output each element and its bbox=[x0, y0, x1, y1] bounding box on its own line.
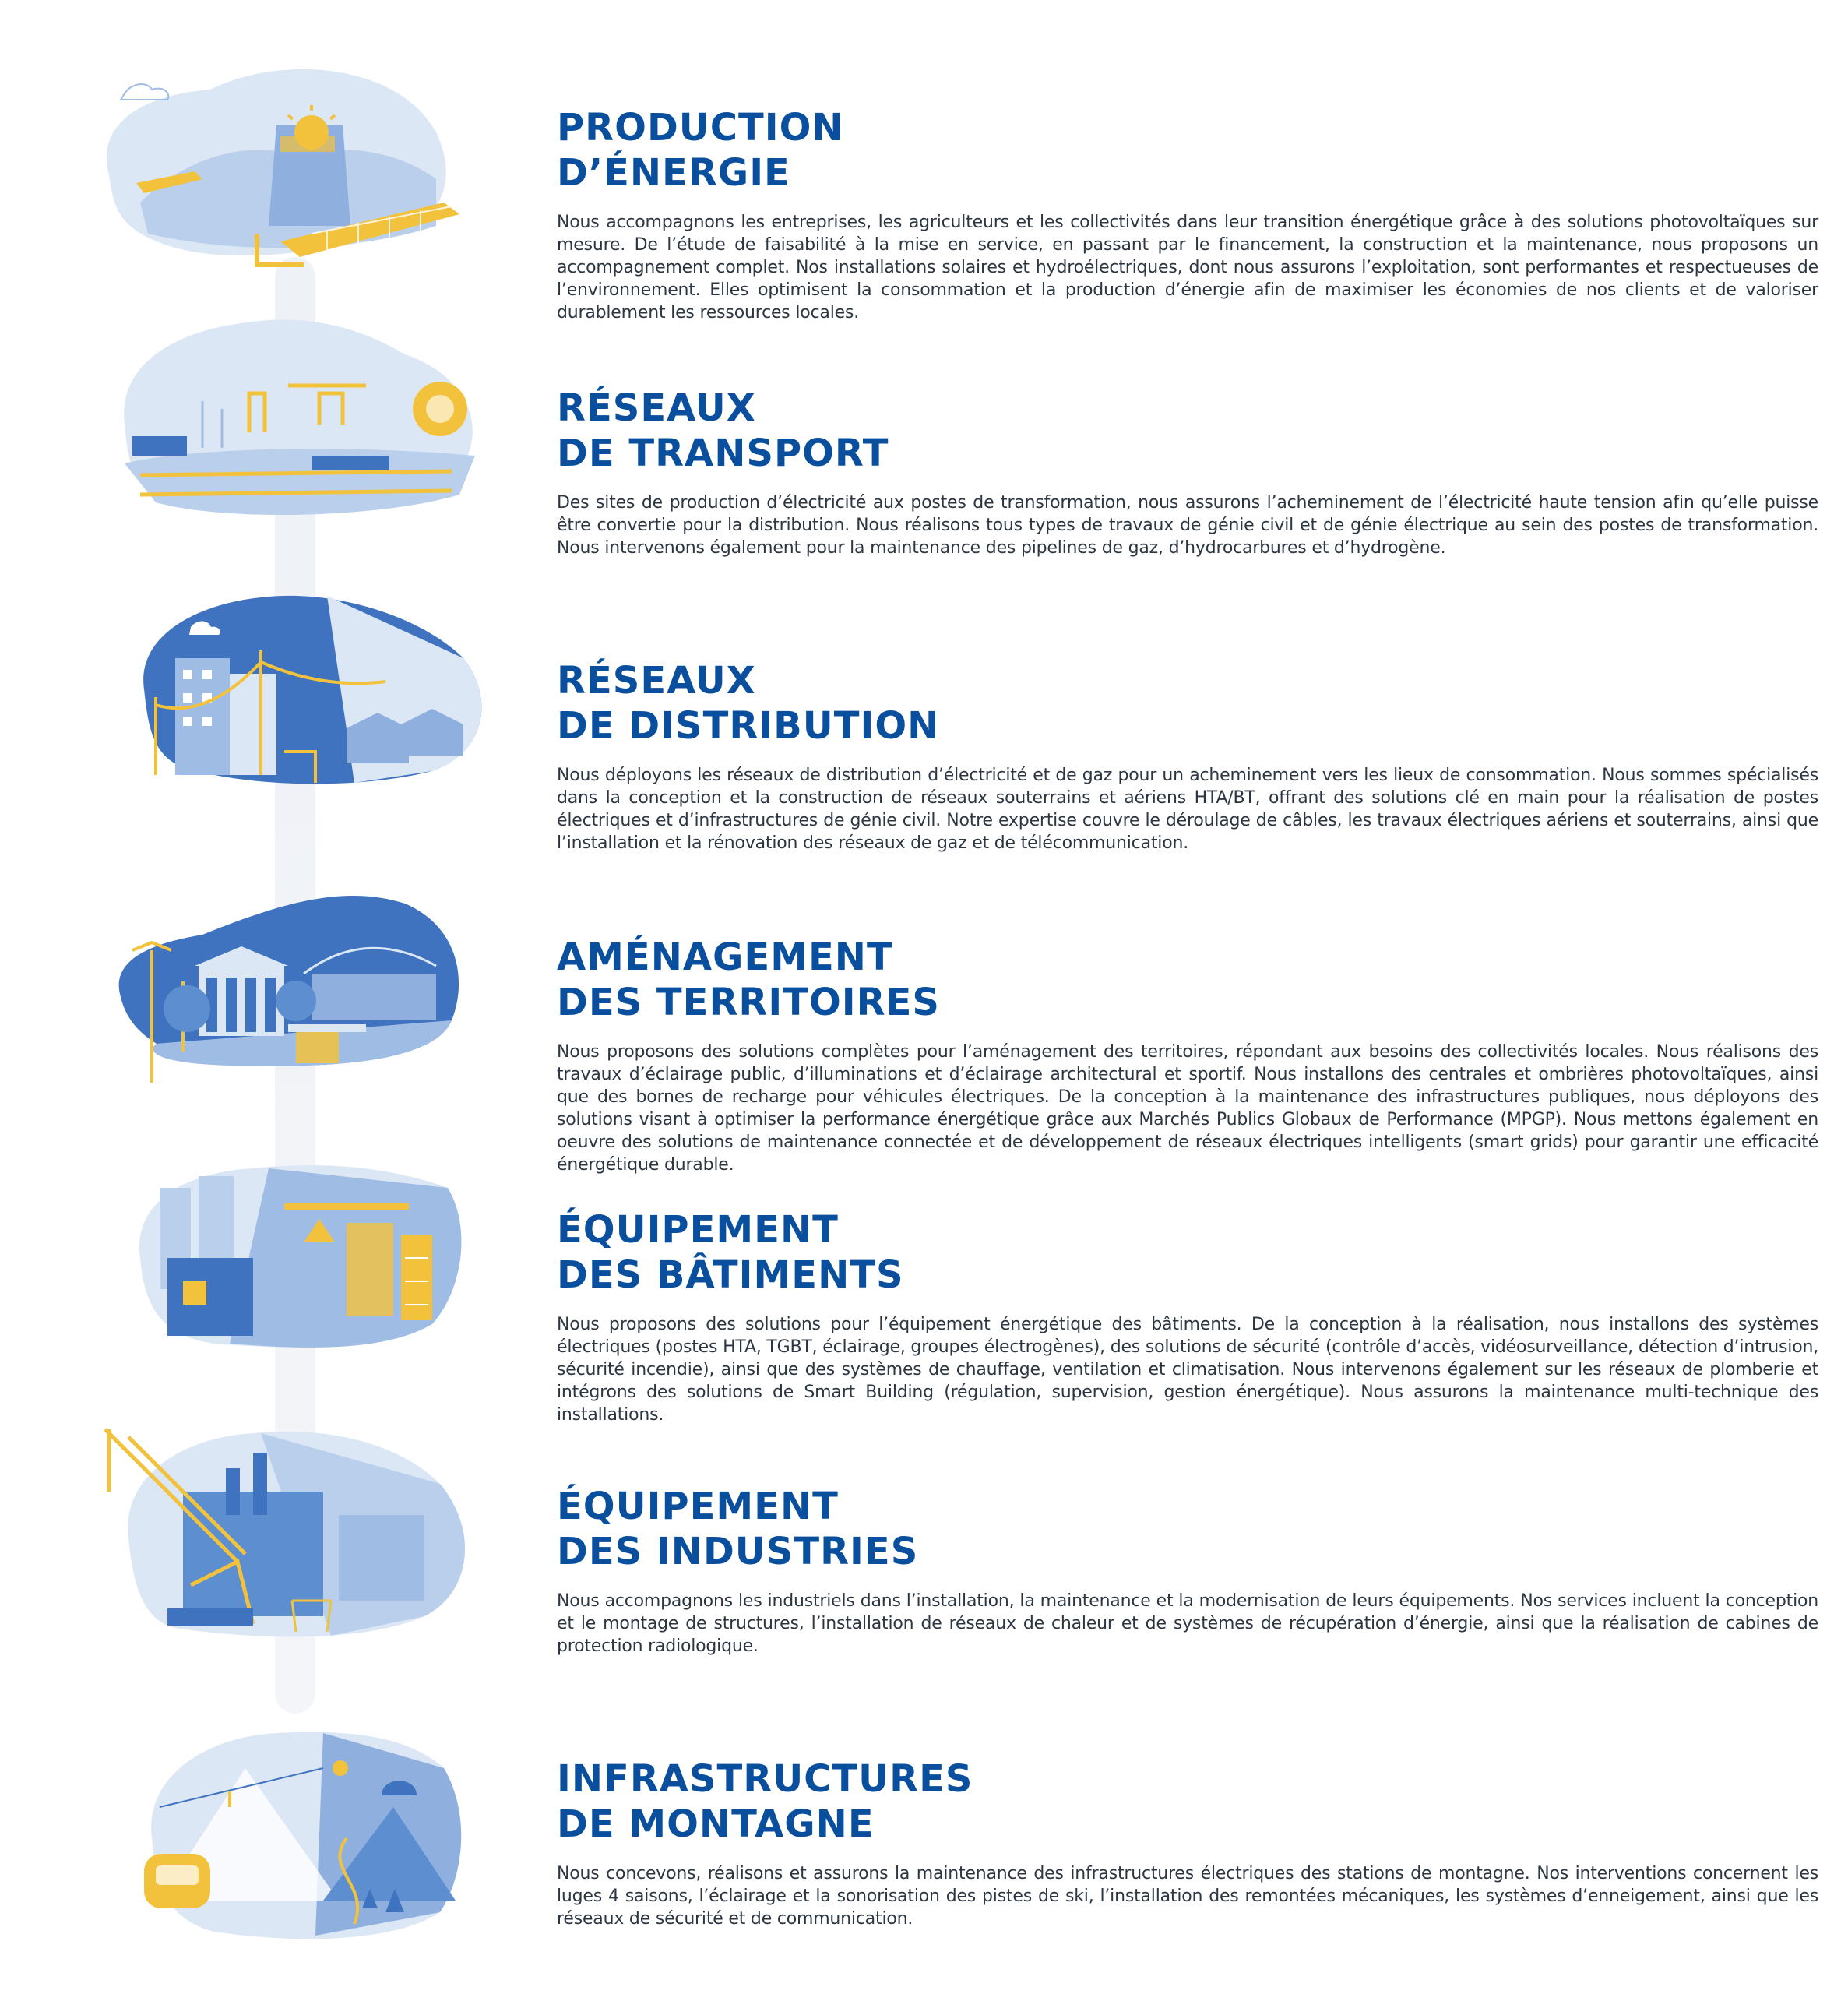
section-title: INFRASTRUCTURES DE MONTAGNE bbox=[557, 1756, 1818, 1847]
section-description: Nous concevons, réalisons et assurons la… bbox=[557, 1864, 1818, 1929]
section-description: Nous proposons des solutions pour l’équi… bbox=[557, 1315, 1818, 1425]
section-description: Nous proposons des solutions complètes p… bbox=[557, 1042, 1818, 1175]
section-title: RÉSEAUX DE DISTRIBUTION bbox=[557, 658, 1818, 749]
title-line-1: AMÉNAGEMENT bbox=[557, 935, 893, 979]
title-line-2: DES INDUSTRIES bbox=[557, 1530, 919, 1573]
title-line-1: RÉSEAUX bbox=[557, 386, 756, 430]
section-text: INFRASTRUCTURES DE MONTAGNE Nous concevo… bbox=[557, 1756, 1818, 1930]
section-text: ÉQUIPEMENT DES INDUSTRIES Nous accompagn… bbox=[557, 1484, 1818, 1658]
transmission-network-illustration-icon bbox=[124, 319, 475, 516]
section-text: ÉQUIPEMENT DES BÂTIMENTS Nous proposons … bbox=[557, 1207, 1818, 1426]
title-line-1: ÉQUIPEMENT bbox=[557, 1208, 839, 1252]
section-description: Des sites de production d’électricité au… bbox=[557, 493, 1818, 558]
section-text: PRODUCTION D’ÉNERGIE Nous accompagnons l… bbox=[557, 105, 1818, 324]
title-line-2: DES TERRITOIRES bbox=[557, 981, 940, 1024]
section-title: ÉQUIPEMENT DES INDUSTRIES bbox=[557, 1484, 1818, 1574]
section-text: AMÉNAGEMENT DES TERRITOIRES Nous proposo… bbox=[557, 935, 1818, 1176]
building-equipment-illustration-icon bbox=[139, 1165, 462, 1348]
section-description: Nous accompagnons les entreprises, les a… bbox=[557, 213, 1818, 322]
section-description: Nous accompagnons les industriels dans l… bbox=[557, 1591, 1818, 1656]
title-line-1: INFRASTRUCTURES bbox=[557, 1757, 973, 1801]
title-line-1: PRODUCTION bbox=[557, 106, 844, 150]
solar-hydro-illustration-icon bbox=[106, 69, 459, 267]
title-line-2: DES BÂTIMENTS bbox=[557, 1253, 904, 1297]
title-line-1: RÉSEAUX bbox=[557, 659, 756, 703]
section-title: PRODUCTION D’ÉNERGIE bbox=[557, 105, 1818, 196]
section-description: Nous déployons les réseaux de distributi… bbox=[557, 766, 1818, 853]
title-line-2: DE TRANSPORT bbox=[557, 432, 889, 475]
city-planning-illustration-icon bbox=[118, 895, 459, 1083]
title-line-2: D’ÉNERGIE bbox=[557, 151, 790, 195]
section-text: RÉSEAUX DE DISTRIBUTION Nous déployons l… bbox=[557, 658, 1818, 854]
distribution-network-illustration-icon bbox=[143, 595, 482, 784]
section-text: RÉSEAUX DE TRANSPORT Des sites de produc… bbox=[557, 386, 1818, 559]
title-line-2: DE MONTAGNE bbox=[557, 1802, 875, 1846]
mountain-infrastructure-illustration-icon bbox=[144, 1732, 462, 1939]
section-title: ÉQUIPEMENT DES BÂTIMENTS bbox=[557, 1207, 1818, 1298]
section-title: RÉSEAUX DE TRANSPORT bbox=[557, 386, 1818, 476]
industry-equipment-illustration-icon bbox=[104, 1428, 466, 1637]
title-line-1: ÉQUIPEMENT bbox=[557, 1485, 839, 1528]
section-title: AMÉNAGEMENT DES TERRITOIRES bbox=[557, 935, 1818, 1025]
title-line-2: DE DISTRIBUTION bbox=[557, 704, 940, 748]
